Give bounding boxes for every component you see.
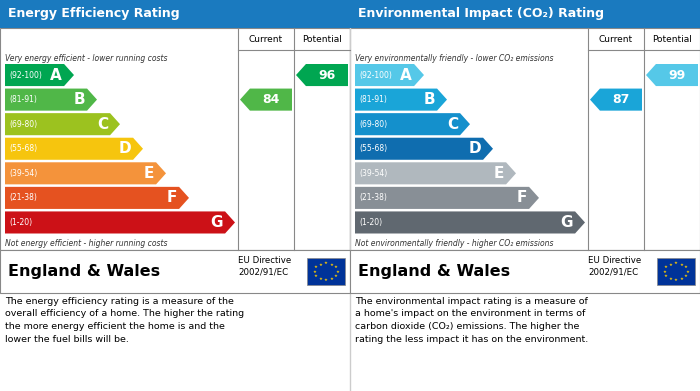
Text: ★: ★ (324, 278, 328, 282)
Text: Potential: Potential (302, 34, 342, 43)
Text: ★: ★ (664, 274, 668, 278)
Text: ★: ★ (668, 262, 672, 267)
Text: Potential: Potential (652, 34, 692, 43)
Text: ★: ★ (680, 262, 684, 267)
Bar (657, 258, 695, 285)
Polygon shape (5, 187, 189, 209)
Text: ★: ★ (334, 265, 338, 269)
Text: (1-20): (1-20) (9, 218, 32, 227)
Bar (307, 258, 345, 285)
Text: (21-38): (21-38) (359, 194, 387, 203)
Text: ★: ★ (335, 269, 340, 273)
Text: Very environmentally friendly - lower CO₂ emissions: Very environmentally friendly - lower CO… (355, 54, 554, 63)
Polygon shape (5, 113, 120, 135)
Text: A: A (400, 68, 412, 83)
Text: ★: ★ (324, 262, 328, 265)
Text: G: G (561, 215, 573, 230)
Text: B: B (74, 92, 85, 107)
Text: England & Wales: England & Wales (8, 264, 160, 279)
Bar (0, 250, 350, 293)
Text: EU Directive
2002/91/EC: EU Directive 2002/91/EC (588, 256, 641, 276)
Text: EU Directive
2002/91/EC: EU Directive 2002/91/EC (238, 256, 291, 276)
Text: (69-80): (69-80) (359, 120, 387, 129)
Text: ★: ★ (330, 276, 334, 280)
Text: E: E (494, 166, 504, 181)
Text: 84: 84 (262, 93, 280, 106)
Text: C: C (97, 117, 108, 132)
Text: ★: ★ (318, 262, 322, 267)
Text: (55-68): (55-68) (9, 144, 37, 153)
Polygon shape (5, 162, 166, 185)
Text: F: F (517, 190, 527, 205)
Text: ★: ★ (313, 269, 316, 273)
Text: ★: ★ (674, 278, 678, 282)
Text: Current: Current (249, 34, 283, 43)
Polygon shape (355, 162, 516, 185)
Polygon shape (5, 64, 74, 86)
Text: Not environmentally friendly - higher CO₂ emissions: Not environmentally friendly - higher CO… (355, 239, 554, 248)
Text: (1-20): (1-20) (359, 218, 382, 227)
Text: D: D (118, 141, 131, 156)
Bar (0, 28, 350, 250)
Polygon shape (590, 89, 642, 111)
Bar (0, 0, 350, 28)
Text: B: B (424, 92, 435, 107)
Text: ★: ★ (668, 276, 672, 280)
Polygon shape (355, 64, 424, 86)
Text: (39-54): (39-54) (9, 169, 37, 178)
Text: The environmental impact rating is a measure of
a home's impact on the environme: The environmental impact rating is a mea… (355, 297, 588, 344)
Text: E: E (144, 166, 154, 181)
Polygon shape (646, 64, 698, 86)
Text: Current: Current (599, 34, 633, 43)
Text: A: A (50, 68, 62, 83)
Polygon shape (240, 89, 292, 111)
Text: 99: 99 (668, 68, 685, 82)
Polygon shape (5, 138, 143, 160)
Text: (21-38): (21-38) (9, 194, 37, 203)
Text: (81-91): (81-91) (9, 95, 37, 104)
Text: ★: ★ (314, 265, 318, 269)
Polygon shape (355, 113, 470, 135)
Text: ★: ★ (685, 269, 690, 273)
Text: 87: 87 (612, 93, 630, 106)
Text: Energy Efficiency Rating: Energy Efficiency Rating (8, 7, 180, 20)
Text: ★: ★ (334, 274, 338, 278)
Polygon shape (355, 212, 585, 233)
Bar (350, 250, 700, 293)
Text: ★: ★ (314, 274, 318, 278)
Text: Not energy efficient - higher running costs: Not energy efficient - higher running co… (5, 239, 167, 248)
Text: (55-68): (55-68) (359, 144, 387, 153)
Text: ★: ★ (684, 274, 688, 278)
Text: ★: ★ (318, 276, 322, 280)
Text: (39-54): (39-54) (359, 169, 387, 178)
Text: (81-91): (81-91) (359, 95, 387, 104)
Polygon shape (355, 138, 493, 160)
Text: England & Wales: England & Wales (358, 264, 510, 279)
Polygon shape (355, 187, 539, 209)
Text: ★: ★ (680, 276, 684, 280)
Text: ★: ★ (684, 265, 688, 269)
Text: (92-100): (92-100) (359, 70, 392, 79)
Bar (350, 28, 700, 250)
Text: The energy efficiency rating is a measure of the
overall efficiency of a home. T: The energy efficiency rating is a measur… (5, 297, 244, 344)
Polygon shape (296, 64, 348, 86)
Polygon shape (5, 89, 97, 111)
Text: C: C (447, 117, 458, 132)
Text: Very energy efficient - lower running costs: Very energy efficient - lower running co… (5, 54, 167, 63)
Text: F: F (167, 190, 177, 205)
Polygon shape (5, 212, 235, 233)
Text: 96: 96 (318, 68, 335, 82)
Text: ★: ★ (330, 262, 334, 267)
Text: ★: ★ (664, 265, 668, 269)
Polygon shape (355, 89, 447, 111)
Text: ★: ★ (663, 269, 666, 273)
Text: G: G (211, 215, 223, 230)
Text: (92-100): (92-100) (9, 70, 42, 79)
Text: D: D (468, 141, 481, 156)
Text: Environmental Impact (CO₂) Rating: Environmental Impact (CO₂) Rating (358, 7, 604, 20)
Text: (69-80): (69-80) (9, 120, 37, 129)
Bar (350, 0, 700, 28)
Text: ★: ★ (674, 262, 678, 265)
